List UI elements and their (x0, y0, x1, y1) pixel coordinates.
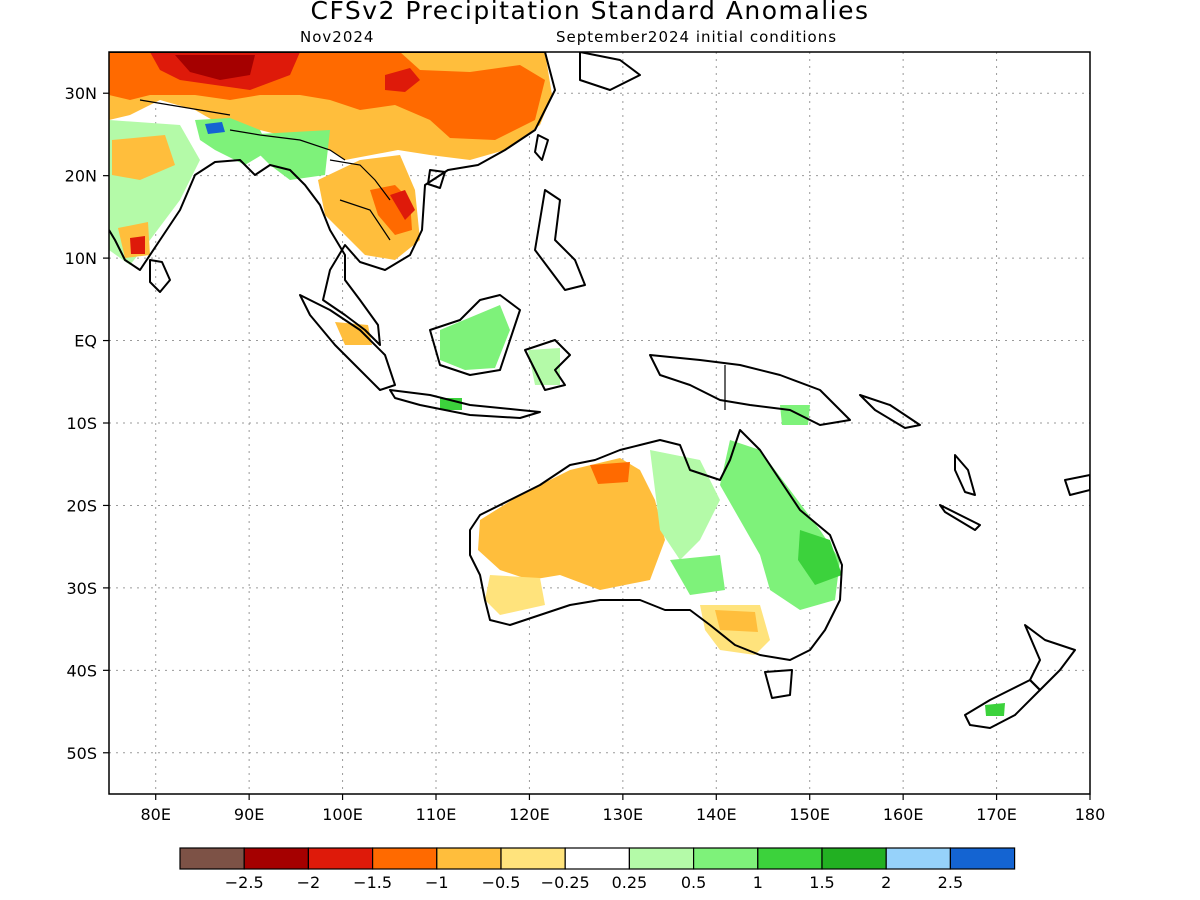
anomaly-aus-east-green (720, 440, 840, 610)
lon-tick-label: 150E (789, 805, 830, 824)
lat-tick-label: 20S (66, 496, 97, 515)
anomaly-fills (109, 52, 1005, 716)
anomaly-aus-sw (485, 575, 545, 615)
colorbar-swatch (500, 847, 566, 870)
colorbar-label: −2 (297, 873, 321, 892)
colorbar-label: 2 (881, 873, 891, 892)
colorbar: −2.5 −2 −1.5 −1 −0.5 −0.25 0.25 0.5 1 1.5 2 2.5 (179, 847, 1016, 892)
coast-philippines (534, 189, 586, 291)
anomaly-aus-central-green2 (670, 555, 725, 595)
colorbar-label: 0.25 (612, 873, 648, 892)
coast-asia-mainland (109, 52, 556, 346)
colorbar-swatch (564, 847, 631, 870)
lat-tick-label: 30S (66, 579, 97, 598)
colorbar-label: −0.5 (482, 873, 521, 892)
colorbar-swatch (692, 847, 759, 870)
colorbar-swatch (243, 847, 309, 870)
colorbar-label: −1 (425, 873, 449, 892)
anomaly-india-red (130, 236, 145, 254)
colorbar-label: 1.5 (809, 873, 834, 892)
lon-tick-label: 120E (509, 805, 550, 824)
anomaly-aus-north (478, 458, 665, 590)
lon-tick-label: 100E (322, 805, 363, 824)
anomaly-vietnam-red (390, 190, 415, 220)
colorbar-label: −2.5 (225, 873, 264, 892)
lat-tick-label: 20N (65, 167, 97, 186)
colorbar-swatch (757, 847, 823, 870)
lon-tick-label: 110E (416, 805, 457, 824)
coast-sumatra (299, 294, 396, 391)
anomaly-aus-se-orange (715, 610, 758, 632)
coast-borneo (429, 294, 521, 376)
colorbar-swatch (372, 847, 438, 870)
colorbar-label: 2.5 (938, 873, 963, 892)
lon-tick-label: 180 (1075, 805, 1106, 824)
colorbar-swatch (179, 847, 245, 870)
forecast-month: Nov2024 (300, 28, 375, 46)
lat-tick-label: 10N (65, 249, 97, 268)
anomaly-india-orange (112, 135, 175, 180)
coast-australia (469, 429, 843, 661)
map-content (109, 52, 1090, 729)
coast-java (389, 389, 541, 419)
lat-tick-label: 40S (66, 661, 97, 680)
coast-tasmania (764, 669, 793, 699)
coast-nz-south (964, 679, 1041, 729)
coast-vanuatu (954, 454, 976, 496)
coast-sri-lanka (149, 259, 171, 293)
lon-tick-label: 90E (234, 805, 264, 824)
borders (139, 99, 726, 410)
colorbar-swatch (885, 847, 952, 870)
lon-tick-label: 160E (883, 805, 924, 824)
lon-tick-label: 170E (976, 805, 1017, 824)
coast-japan (579, 52, 641, 91)
gridlines (109, 52, 1090, 794)
colorbar-swatch (628, 847, 695, 870)
lat-tick-label: EQ (74, 332, 97, 351)
anomaly-tibet-darkred (175, 55, 255, 80)
coastlines (109, 52, 1090, 729)
lat-tick-label: 50S (66, 744, 97, 763)
anomaly-sulawesi (528, 348, 560, 385)
anomaly-aus-central-green (650, 450, 720, 560)
colorbar-swatch (436, 847, 502, 870)
lat-tick-label: 30N (65, 84, 97, 103)
colorbar-swatch (307, 847, 374, 870)
colorbar-label: −1.5 (353, 873, 392, 892)
coast-taiwan (534, 134, 549, 161)
coast-nz-north (1024, 624, 1076, 691)
colorbar-swatch (821, 847, 887, 870)
anomaly-tibet-blue (205, 122, 225, 134)
colorbar-label: 0.5 (681, 873, 706, 892)
coast-hainan (427, 169, 446, 189)
lon-tick-label: 140E (696, 805, 737, 824)
colorbar-swatch (949, 847, 1016, 870)
axis-ticks: 80E 90E 100E 110E 120E 130E 140E 150E 160E 170E 18… (65, 84, 1106, 824)
lat-tick-label: 10S (66, 414, 97, 433)
coast-new-caledonia (939, 504, 981, 531)
map-title: CFSv2 Precipitation Standard Anomalies (310, 0, 870, 25)
anomaly-aus-east-dark (798, 530, 842, 585)
coast-sulawesi (524, 339, 571, 391)
coast-new-guinea (649, 354, 851, 426)
colorbar-label: −0.25 (541, 873, 590, 892)
coast-solomons (859, 394, 921, 429)
coast-fiji (1064, 474, 1090, 496)
colorbar-label: 1 (753, 873, 763, 892)
anomaly-aus-north-red (590, 462, 630, 484)
initial-conditions: September2024 initial conditions (556, 28, 838, 46)
anomaly-borneo-green (440, 305, 510, 370)
anomaly-china-red2 (385, 68, 420, 92)
anomaly-nz-green (985, 703, 1005, 716)
anomaly-png-green (780, 405, 810, 425)
lon-tick-label: 80E (140, 805, 170, 824)
lon-tick-label: 130E (603, 805, 644, 824)
